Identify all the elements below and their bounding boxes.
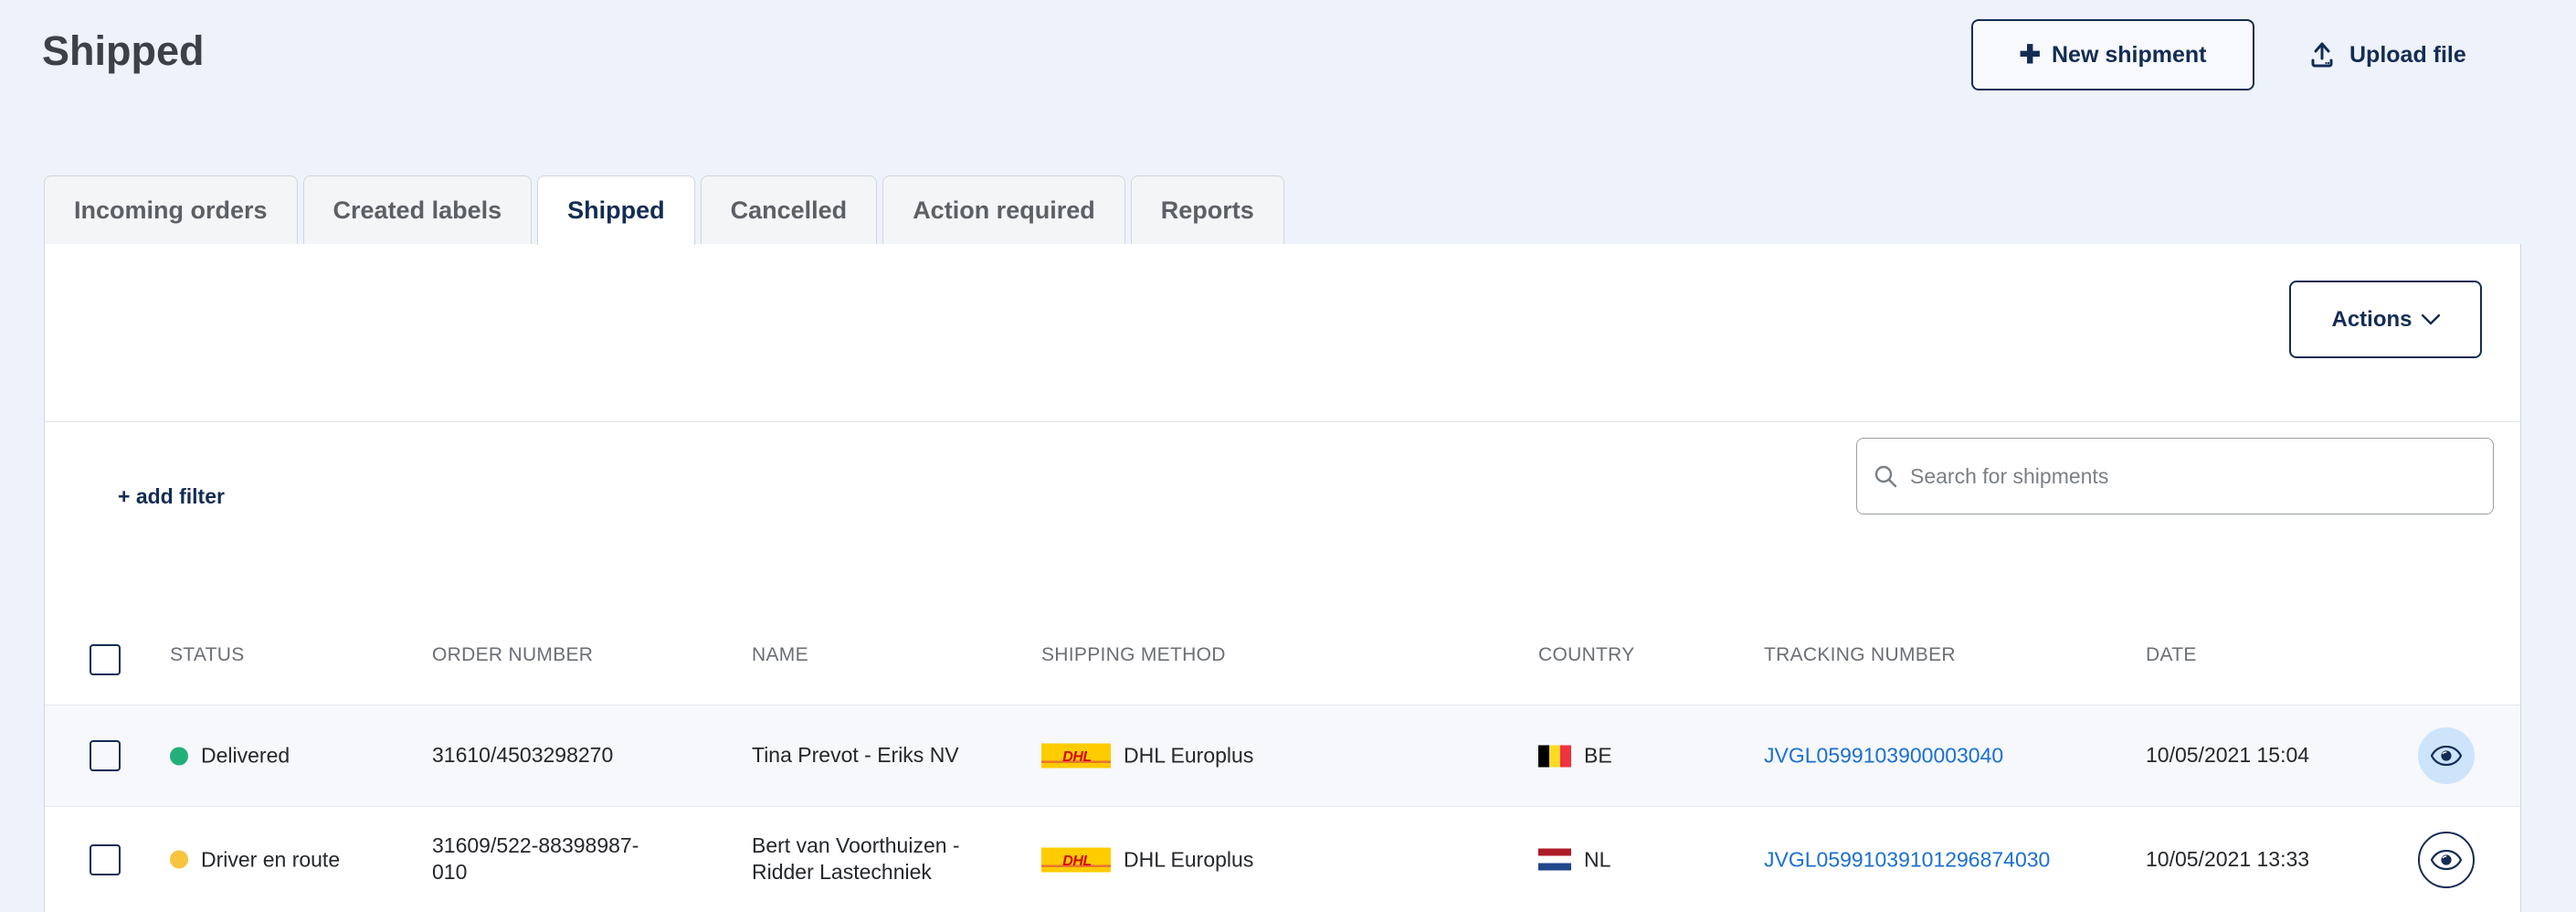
svg-text:DHL: DHL: [1062, 749, 1091, 765]
svg-text:DHL: DHL: [1062, 854, 1091, 869]
